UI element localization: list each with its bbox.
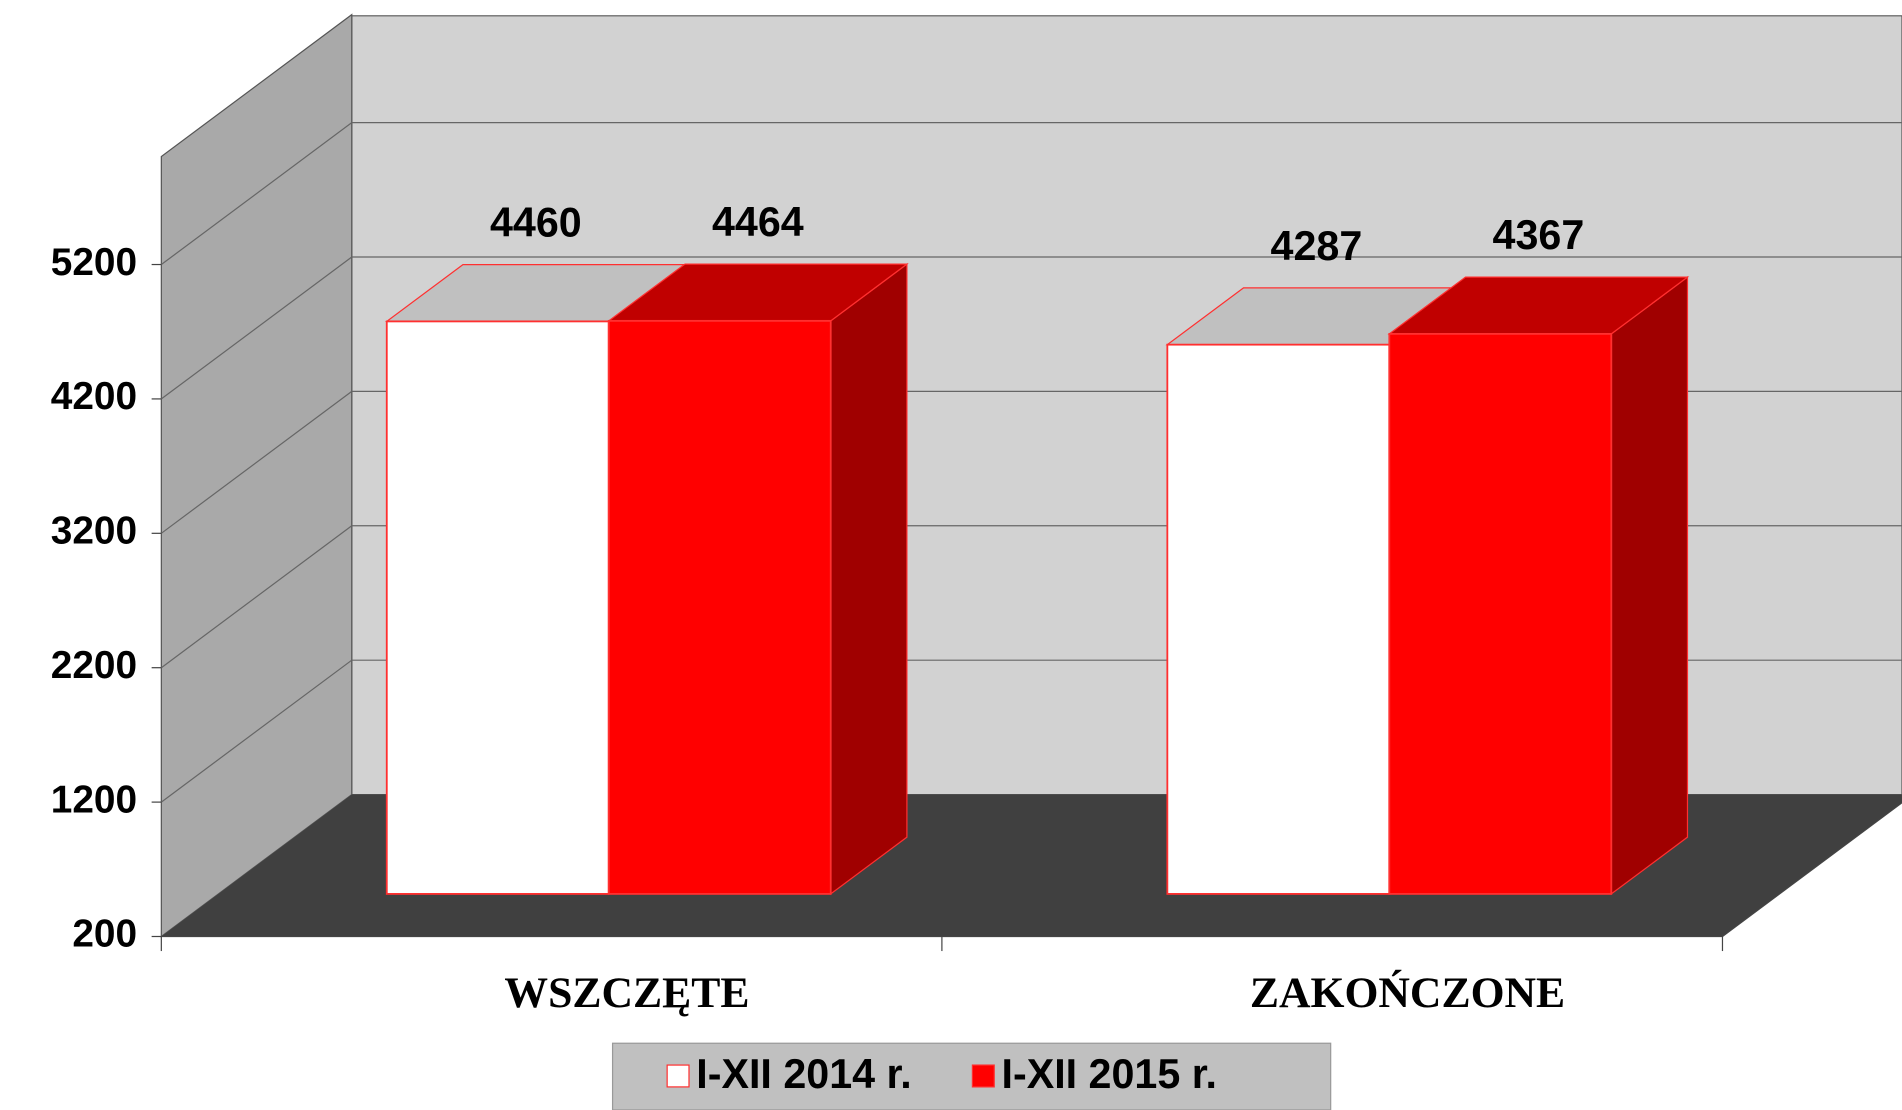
x-axis [1722,801,1902,937]
legend-swatch [666,1064,690,1088]
bar [607,319,832,895]
bar [385,320,610,895]
data-label: 4367 [1493,212,1585,258]
legend-label: I-XII 2015 r. [1002,1051,1217,1097]
y-tick-label: 200 [72,913,137,956]
y-tick-label: 4200 [51,375,137,418]
x-tick-label: WSZCZĘTE [504,969,749,1017]
grid-line [160,525,353,669]
y-tick-label: 2200 [51,644,137,687]
bar-side [830,262,908,896]
bar [1166,343,1391,895]
bar [1388,332,1613,895]
side-wall [160,13,353,938]
y-tick-label: 5200 [51,241,137,284]
bar-side [1610,275,1689,896]
grid-line [160,122,353,266]
data-label: 4287 [1271,223,1363,269]
data-label: 4464 [712,199,804,245]
y-tick-label: 3200 [51,510,137,553]
grid-line [160,390,353,534]
x-tick-label: ZAKOŃCZONE [1250,969,1565,1017]
legend-swatch [971,1064,995,1088]
legend-label: I-XII 2014 r. [696,1051,911,1097]
grid-line [160,256,353,400]
grid-line [160,659,353,803]
legend [611,1042,1332,1110]
data-label: 4460 [490,200,582,246]
y-tick-label: 1200 [51,778,137,821]
